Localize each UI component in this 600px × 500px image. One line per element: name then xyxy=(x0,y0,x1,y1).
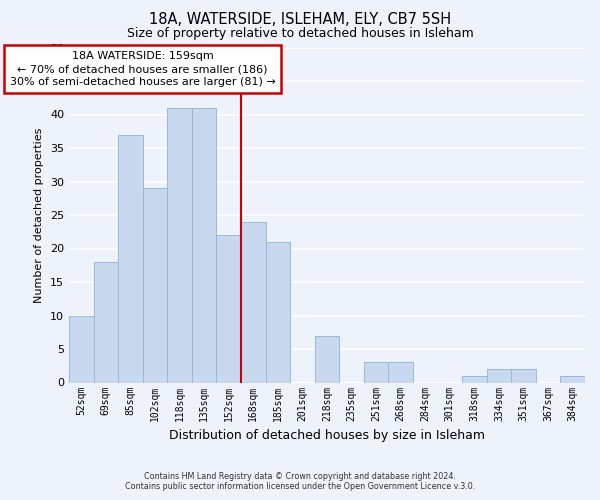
Bar xyxy=(462,376,487,382)
Bar xyxy=(143,188,167,382)
Bar xyxy=(560,376,585,382)
Text: Size of property relative to detached houses in Isleham: Size of property relative to detached ho… xyxy=(127,28,473,40)
Bar xyxy=(487,369,511,382)
Bar xyxy=(241,222,266,382)
Text: Contains HM Land Registry data © Crown copyright and database right 2024.
Contai: Contains HM Land Registry data © Crown c… xyxy=(125,472,475,491)
Y-axis label: Number of detached properties: Number of detached properties xyxy=(34,128,44,302)
Bar xyxy=(69,316,94,382)
Bar xyxy=(266,242,290,382)
Bar xyxy=(364,362,388,382)
Bar xyxy=(192,108,217,382)
Text: 18A WATERSIDE: 159sqm
← 70% of detached houses are smaller (186)
30% of semi-det: 18A WATERSIDE: 159sqm ← 70% of detached … xyxy=(10,51,275,87)
Bar xyxy=(315,336,339,382)
Bar xyxy=(511,369,536,382)
Bar xyxy=(94,262,118,382)
Text: 18A, WATERSIDE, ISLEHAM, ELY, CB7 5SH: 18A, WATERSIDE, ISLEHAM, ELY, CB7 5SH xyxy=(149,12,451,28)
Bar xyxy=(217,235,241,382)
Bar xyxy=(167,108,192,382)
Bar xyxy=(118,134,143,382)
X-axis label: Distribution of detached houses by size in Isleham: Distribution of detached houses by size … xyxy=(169,429,485,442)
Bar xyxy=(388,362,413,382)
